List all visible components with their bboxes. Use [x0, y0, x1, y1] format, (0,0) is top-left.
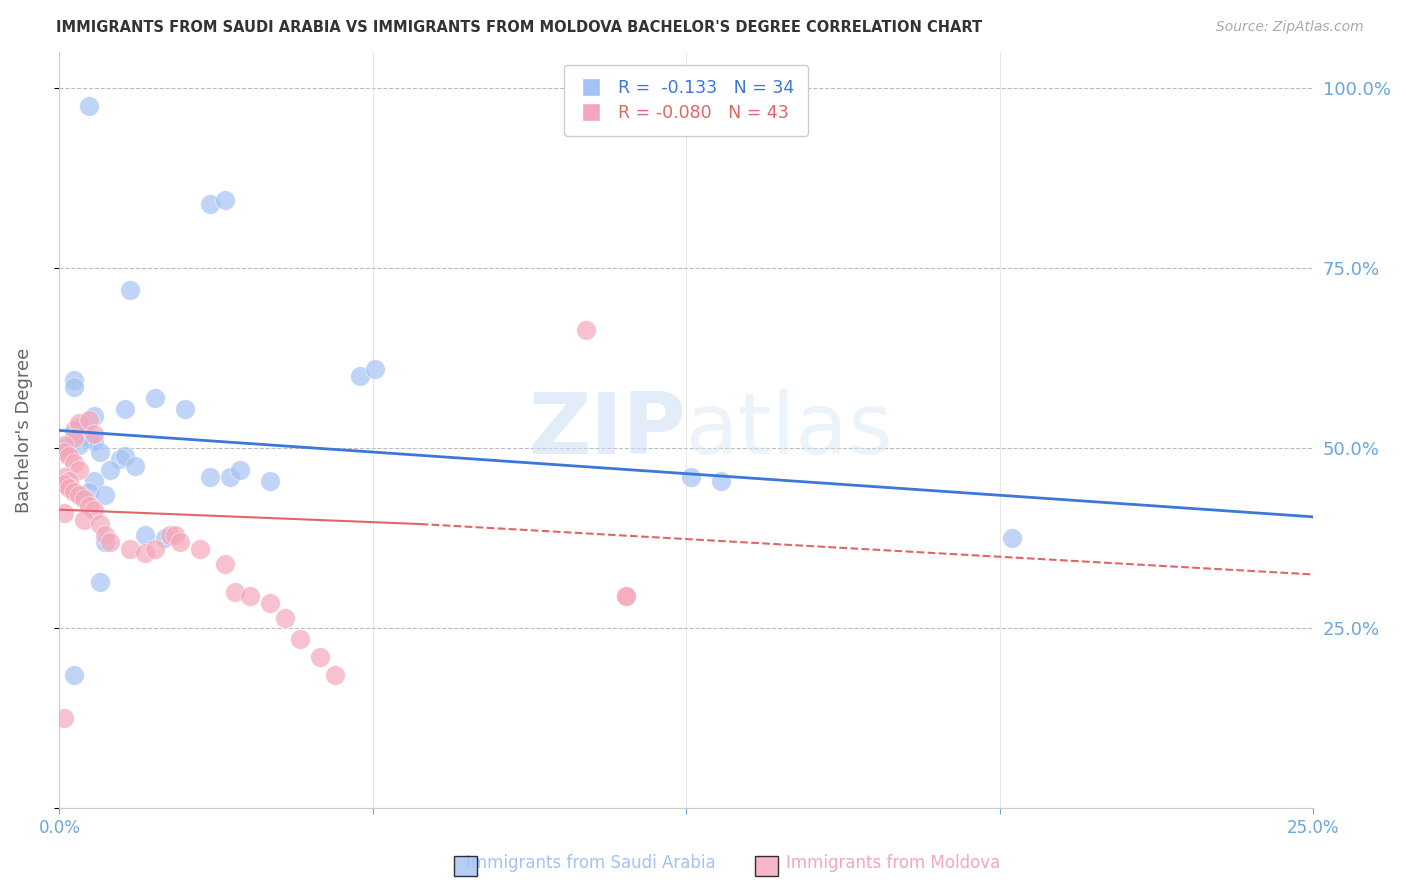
Point [239, 589, 262, 603]
Point [79, 499, 101, 513]
Point [69, 438, 91, 452]
Point [83, 427, 105, 442]
Point [58, 481, 80, 495]
Point [58, 474, 80, 488]
Point [79, 412, 101, 426]
Point [63, 380, 86, 394]
Text: IMMIGRANTS FROM SAUDI ARABIA VS IMMIGRANTS FROM MOLDOVA BACHELOR'S DEGREE CORREL: IMMIGRANTS FROM SAUDI ARABIA VS IMMIGRAN… [56, 20, 983, 35]
Point [69, 416, 91, 430]
Point [188, 542, 211, 557]
Point [83, 502, 105, 516]
Point [53, 442, 76, 456]
Legend: R =  -0.133   N = 34, R = -0.080   N = 43: R = -0.133 N = 34, R = -0.080 N = 43 [564, 65, 808, 136]
Point [153, 532, 176, 546]
Point [710, 474, 733, 488]
Point [53, 506, 76, 520]
Point [69, 463, 91, 477]
Point [98, 535, 121, 549]
Point [63, 431, 86, 445]
Point [143, 542, 166, 557]
Point [73, 491, 96, 506]
Point [63, 373, 86, 387]
Point [214, 193, 236, 207]
Point [198, 470, 221, 484]
Point [198, 196, 221, 211]
Point [83, 474, 105, 488]
Point [114, 449, 136, 463]
Point [575, 323, 598, 337]
Point [118, 542, 141, 557]
Point [63, 484, 86, 499]
Point [124, 459, 146, 474]
Text: atlas: atlas [686, 389, 894, 472]
Point [79, 484, 101, 499]
Point [614, 589, 637, 603]
Point [323, 668, 346, 682]
Point [73, 513, 96, 527]
Point [309, 650, 332, 665]
Point [163, 528, 186, 542]
Text: Immigrants from Moldova: Immigrants from Moldova [786, 855, 1000, 872]
Point [79, 99, 101, 113]
Point [83, 434, 105, 449]
Point [53, 477, 76, 491]
Point [83, 409, 105, 423]
Point [93, 528, 115, 542]
Point [98, 463, 121, 477]
Point [681, 470, 703, 484]
Point [93, 488, 115, 502]
Point [134, 546, 156, 560]
Point [219, 470, 242, 484]
Point [53, 445, 76, 459]
Point [63, 456, 86, 470]
Point [224, 585, 246, 599]
Point [53, 438, 76, 452]
Point [173, 401, 195, 416]
Point [89, 517, 111, 532]
Point [69, 488, 91, 502]
Point [259, 596, 281, 610]
Point [214, 557, 236, 571]
Point [114, 401, 136, 416]
Point [53, 470, 76, 484]
Point [63, 424, 86, 438]
Point [1001, 532, 1024, 546]
Text: Source: ZipAtlas.com: Source: ZipAtlas.com [1216, 20, 1364, 34]
Point [259, 474, 281, 488]
Point [229, 463, 252, 477]
Point [93, 535, 115, 549]
Point [118, 283, 141, 297]
Point [288, 632, 311, 647]
Y-axis label: Bachelor's Degree: Bachelor's Degree [15, 348, 32, 513]
Point [69, 420, 91, 434]
Point [274, 610, 297, 624]
Point [364, 362, 387, 376]
Point [614, 589, 637, 603]
Point [143, 391, 166, 405]
Point [134, 528, 156, 542]
Point [169, 535, 191, 549]
Point [349, 369, 371, 384]
Point [58, 449, 80, 463]
Point [159, 528, 181, 542]
Point [108, 452, 131, 467]
Point [63, 427, 86, 442]
Point [79, 431, 101, 445]
Text: ZIP: ZIP [529, 389, 686, 472]
Point [89, 445, 111, 459]
Point [89, 574, 111, 589]
Point [63, 668, 86, 682]
Text: Immigrants from Saudi Arabia: Immigrants from Saudi Arabia [465, 855, 716, 872]
Point [53, 711, 76, 725]
